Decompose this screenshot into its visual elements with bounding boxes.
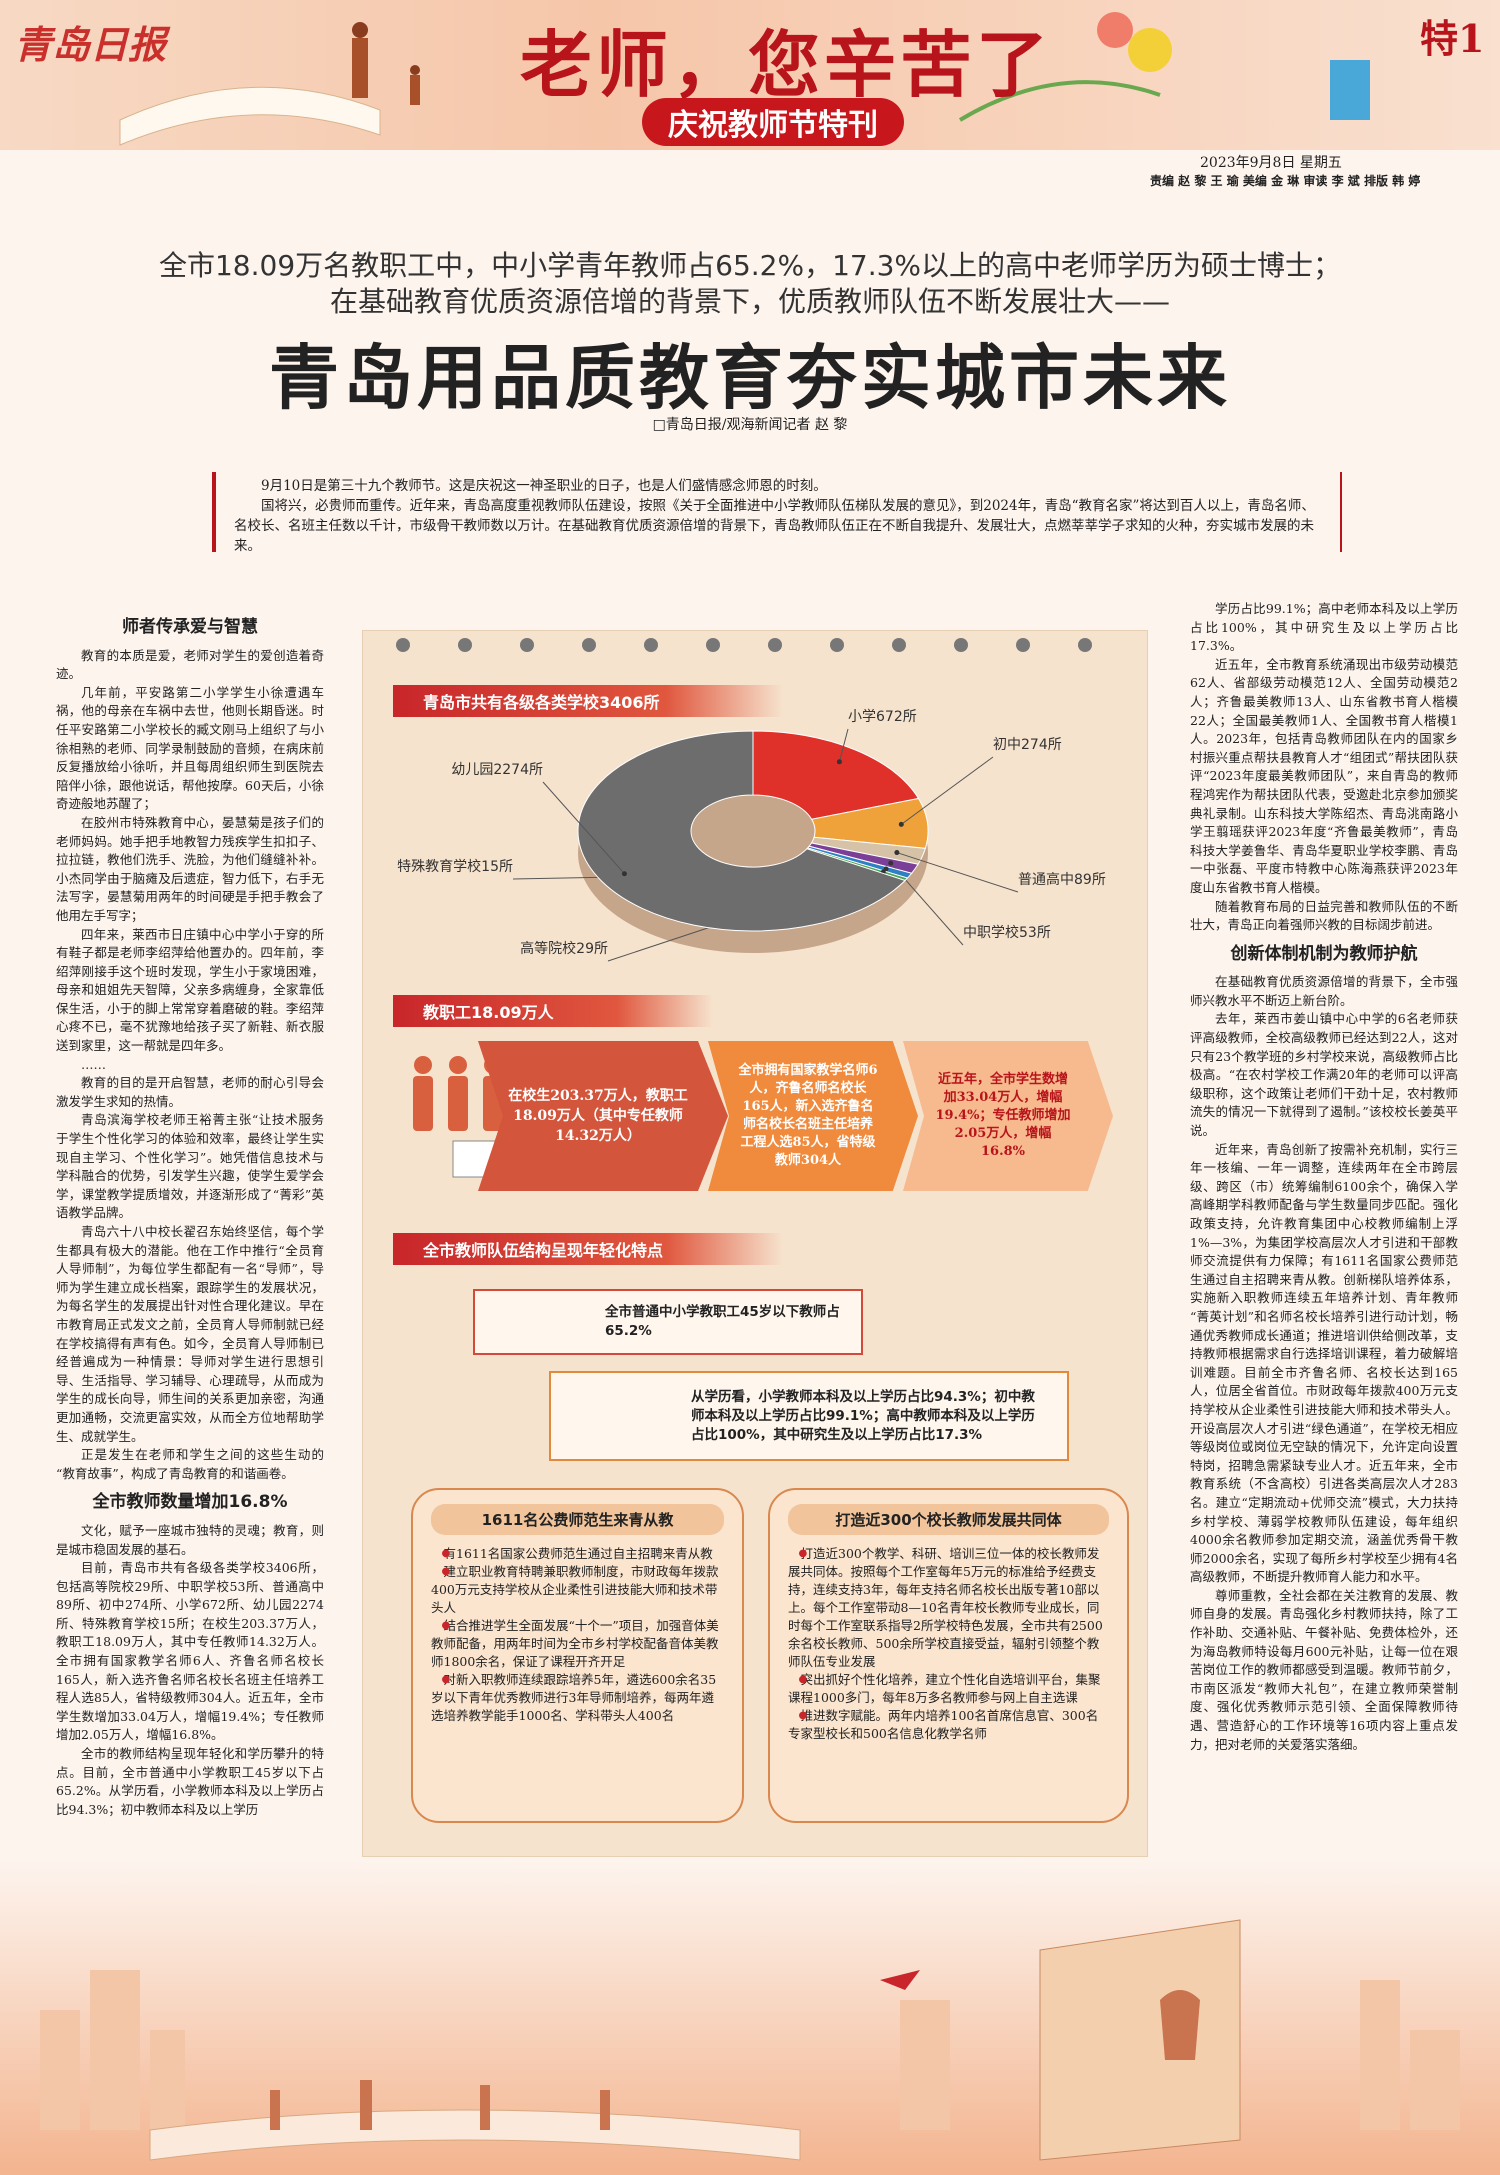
data-label: 小学672所 bbox=[848, 709, 917, 725]
paragraph: 文化，赋予一座城市独特的灵魂；教育，则是城市稳固发展的基石。 bbox=[56, 1522, 324, 1557]
donut-slice bbox=[577, 730, 907, 932]
data-label: 高等院校29所 bbox=[520, 940, 608, 957]
staff-line: 责编 赵 黎 王 瑜 美编 金 琳 审读 李 斌 排版 韩 婷 bbox=[1150, 174, 1421, 188]
data-label: 初中274所 bbox=[993, 736, 1062, 753]
paragraph: 几年前，平安路第二小学学生小徐遭遇车祸，他的母亲在车祸中去世，他则长期昏迷。时任… bbox=[56, 684, 324, 812]
info-card: 打造近300个校长教师发展共同体 打造近300个教学、科研、培训三位一体的校长教… bbox=[768, 1488, 1129, 1823]
leader-line bbox=[838, 728, 849, 762]
structure-item: 从学历看，小学教师本科及以上学历占比94.3%；初中教师本科及以上学历占比99.… bbox=[549, 1371, 1069, 1461]
card-heading: 打造近300个校长教师发展共同体 bbox=[788, 1504, 1109, 1535]
data-label: 普通高中89所 bbox=[1018, 871, 1106, 888]
lead-line: 全市18.09万名教职工中，中小学青年教师占65.2%，17.3%以上的高中老师… bbox=[158, 249, 1342, 282]
info-card: 1611名公费师范生来青从教 有1611名国家公费师范生通过自主招聘来青从教建立… bbox=[411, 1488, 744, 1823]
paragraph: 在基础教育优质资源倍增的背景下，全市强师兴教水平不断迈上新台阶。 bbox=[1190, 974, 1458, 1008]
paragraph: 近五年，全市教育系统涌现出市级劳动模范62人、省部级劳动模范12人、全国劳动模范… bbox=[1190, 656, 1458, 895]
paragraph: 随着教育布局的日益完善和教师队伍的不断壮大，青岛正向着强师兴教的目标阔步前进。 bbox=[1190, 898, 1458, 933]
footer-art bbox=[0, 1860, 1500, 2175]
paragraph: 教育的本质是爱，老师对学生的爱创造着奇迹。 bbox=[56, 647, 324, 682]
section-banner: 全市教师队伍结构呈现年轻化特点 bbox=[393, 1233, 783, 1265]
data-label: 特殊教育学校15所 bbox=[397, 858, 513, 875]
chart-title: 青岛市共有各级各类学校3406所 bbox=[393, 685, 783, 717]
data-label: 幼儿园2274所 bbox=[451, 762, 543, 778]
logo: 青岛日报 bbox=[14, 22, 167, 67]
stat-arrow: 近五年，全市学生数增加33.04万人，增幅19.4%；专任教师增加2.05万人，… bbox=[903, 1041, 1113, 1191]
paragraph: 尊师重教，全社会都在关注教育的发展、教师自身的发展。青岛强化乡村教师扶持，除了工… bbox=[1190, 1587, 1458, 1752]
section-banner: 教职工18.09万人 bbox=[393, 995, 713, 1027]
card-heading: 1611名公费师范生来青从教 bbox=[431, 1504, 724, 1535]
paragraph: 学历占比99.1%；高中老师本科及以上学历占比100%，其中研究生及以上学历占比… bbox=[1190, 601, 1458, 654]
left-column: 师者传承爱与智慧教育的本质是爱，老师对学生的爱创造着奇迹。 几年前，平安路第二小学… bbox=[56, 608, 324, 1858]
header-art bbox=[119, 12, 1370, 146]
card-items: 有1611名国家公费师范生通过自主招聘来青从教建立职业教育特聘兼职教师制度，市财… bbox=[429, 1545, 724, 1725]
leader-dot bbox=[836, 759, 842, 765]
structure-item: 全市普通中小学教职工45岁以下教师占65.2% bbox=[473, 1289, 863, 1355]
special-title: 老师，您辛苦了 bbox=[520, 22, 1053, 107]
page-number: 特1 bbox=[1420, 16, 1485, 61]
leader-dot bbox=[621, 871, 627, 877]
leader-dot bbox=[888, 860, 894, 866]
card-items: 打造近300个教学、科研、培训三位一体的校长教师发展共同体。按照每个工作室每年5… bbox=[786, 1545, 1109, 1743]
donut-slice bbox=[752, 730, 920, 820]
paragraph: 对新入职教师连续跟踪培养5年，遴选600余名35岁以下青年优秀教师进行3年导师制… bbox=[429, 1671, 724, 1725]
date: 2023年9月8日 星期五 bbox=[1200, 155, 1342, 171]
paragraph: 近年来，青岛创新了按需补充机制，实行三年一核编、一年一调整，连续两年在全市跨层级… bbox=[1190, 1141, 1458, 1585]
paragraph: …… bbox=[81, 1056, 106, 1072]
byline: □青岛日报/观海新闻记者 赵 黎 bbox=[652, 417, 848, 433]
data-label: 中职学校53所 bbox=[963, 924, 1051, 941]
leader-line bbox=[900, 756, 994, 825]
paragraph: 教育的目的是开启智慧，老师的耐心引导会激发学生求知的热情。 bbox=[56, 1075, 324, 1109]
intro: 9月10日是第三十九个教师节。这是庆祝这一神圣职业的日子，也是人们盛情感念师恩的… bbox=[212, 472, 1342, 552]
paragraph: 结合推进学生全面发展“十个一”项目，加强音体美教师配备，用两年时间为全市乡村学校… bbox=[429, 1617, 724, 1671]
paragraph: 打造近300个教学、科研、培训三位一体的校长教师发展共同体。按照每个工作室每年5… bbox=[786, 1545, 1109, 1671]
leader-dot bbox=[894, 850, 900, 856]
spiral-rings bbox=[396, 638, 1092, 652]
stat-arrow: 在校生203.37万人，教职工18.09万人（其中专任教师14.32万人） bbox=[478, 1041, 728, 1191]
section-heading: 师者传承爱与智慧 bbox=[122, 617, 258, 637]
paragraph: 推进数字赋能。两年内培养100名首席信息官、300名专家型校长和500名信息化教… bbox=[786, 1707, 1109, 1743]
lead-line: 在基础教育优质资源倍增的背景下，优质教师队伍不断发展壮大—— bbox=[329, 285, 1170, 318]
paragraph: 四年来，莱西市日庄镇中心中学小于穿的所有鞋子都是老师李绍萍给他置办的。四年前，李… bbox=[56, 926, 324, 1054]
leader-dot bbox=[898, 821, 904, 827]
paragraph: 正是发生在老师和学生之间的这些生动的“教育故事”，构成了青岛教育的和谐画卷。 bbox=[56, 1447, 324, 1481]
masthead: 青岛日报 老师，您辛苦了 庆祝教师节特刊 特1 bbox=[0, 0, 1500, 150]
headline: 青岛用品质教育夯实城市未来 bbox=[269, 336, 1231, 419]
leader-line bbox=[542, 781, 625, 875]
paragraph: 国将兴，必贵师而重传。近年来，青岛高度重视教师队伍建设，按照《关于全面推进中小学… bbox=[234, 498, 1315, 552]
infographic: 小学672所初中274所普通高中89所中职学校53所高等院校29所 特殊教育学校1… bbox=[362, 630, 1148, 1857]
paragraph: 有1611名国家公费师范生通过自主招聘来青从教 bbox=[429, 1545, 724, 1563]
paragraph: 去年，莱西市姜山镇中心中学的6名老师获评高级教师，全校高级教师已经达到22人，这… bbox=[1190, 1011, 1458, 1139]
paragraph: 建立职业教育特聘兼职教师制度，市财政每年拨款400万元支持学校从企业柔性引进技能… bbox=[429, 1563, 724, 1617]
stat-arrow: 全市拥有国家教学名师6人，齐鲁名师名校长165人，新入选齐鲁名师名校长名班主任培… bbox=[708, 1041, 918, 1191]
section-heading: 全市教师数量增加16.8% bbox=[92, 1492, 288, 1513]
right-column: 学历占比99.1%；高中老师本科及以上学历占比100%，其中研究生及以上学历占比… bbox=[1190, 600, 1458, 1800]
paragraph: 突出抓好个性化培养，建立个性化自选培训平台，集聚课程1000多门，每年8万多名教… bbox=[786, 1671, 1109, 1707]
leader-line bbox=[896, 852, 1019, 893]
paragraph: 在胶州市特殊教育中心，晏慧菊是孩子们的老师妈妈。她手把手地教智力残疾学生扣扣子、… bbox=[56, 814, 324, 923]
paragraph: 9月10日是第三十九个教师节。这是庆祝这一神圣职业的日子，也是人们盛情感念师恩的… bbox=[261, 478, 827, 494]
paragraph: 青岛六十八中校长翟召东始终坚信，每个学生都具有极大的潜能。他在工作中推行“全员育… bbox=[56, 1224, 324, 1444]
paragraph: 青岛滨海学校老师王裕菁主张“让技术服务于学生个性化学习的体验和效率，最终让学生实… bbox=[56, 1112, 324, 1221]
section-heading: 创新体制机制为教师护航 bbox=[1230, 943, 1418, 964]
special-subtitle: 庆祝教师节特刊 bbox=[642, 98, 904, 146]
paragraph: 目前，青岛市共有各级各类学校3406所，包括高等院校29所、中职学校53所、普通… bbox=[56, 1560, 324, 1743]
paragraph: 全市的教师结构呈现年轻化和学历攀升的特点。目前，全市普通中小学教职工45岁以下占… bbox=[56, 1746, 324, 1817]
